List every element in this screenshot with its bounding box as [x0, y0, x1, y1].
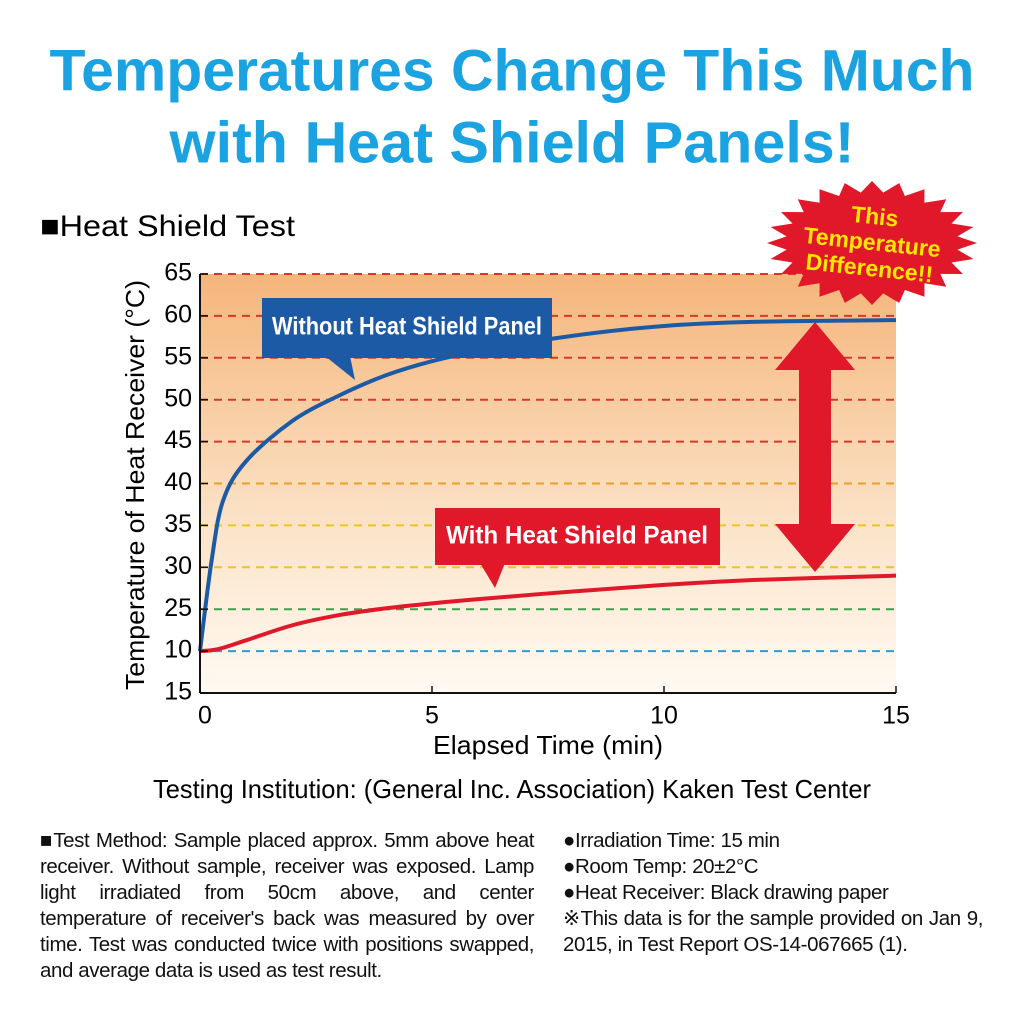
subtitle: ■Heat Shield Test	[40, 210, 296, 243]
note-item: ●Irradiation Time: 15 min	[563, 829, 780, 852]
note-item: ●Heat Receiver: Black drawing paper	[563, 881, 889, 904]
annotation-line: This	[850, 201, 900, 232]
note-item: ※This data is for the sample provided on…	[563, 907, 983, 956]
note-item: ●Room Temp: 20±2°C	[563, 855, 759, 878]
note-items: ●Irradiation Time: 15 min ●Room Temp: 20±…	[563, 828, 983, 958]
series-line	[199, 573, 897, 654]
x-axis-label: Elapsed Time (min)	[433, 730, 663, 760]
y-tick-label: 45	[164, 426, 192, 454]
x-tick-label: 10	[650, 702, 678, 730]
title-line: with Heat Shield Panels!	[168, 110, 854, 175]
starburst	[767, 181, 977, 305]
y-tick-label: 55	[164, 342, 192, 370]
y-tick-label: 50	[164, 384, 192, 412]
y-tick-label: 10	[164, 636, 192, 664]
x-tick-label: 15	[882, 702, 910, 730]
title-line: Temperatures Change This Much	[50, 38, 975, 103]
x-tick-label: 0	[198, 702, 212, 730]
y-tick-label: 25	[164, 594, 192, 622]
difference-arrow	[775, 322, 855, 572]
y-tick-label: 60	[164, 301, 192, 329]
y-tick-label: 40	[164, 468, 192, 496]
series-label: Without Heat Shield Panel	[272, 313, 542, 341]
y-axis-label: Temperature of Heat Receiver (°C)	[120, 280, 150, 690]
source: Testing Institution: (General Inc. Assoc…	[153, 774, 871, 804]
callout-blue	[262, 298, 552, 380]
series-label: With Heat Shield Panel	[446, 522, 708, 550]
y-tick-label: 15	[164, 678, 192, 706]
y-tick-label: 30	[164, 552, 192, 580]
series-line	[198, 318, 897, 652]
y-tick-label: 65	[164, 259, 192, 287]
y-tick-label: 35	[164, 510, 192, 538]
callout-red	[435, 508, 720, 588]
method-note: ■Test Method: Sample placed approx. 5mm …	[40, 829, 534, 982]
x-tick-label: 5	[425, 702, 439, 730]
